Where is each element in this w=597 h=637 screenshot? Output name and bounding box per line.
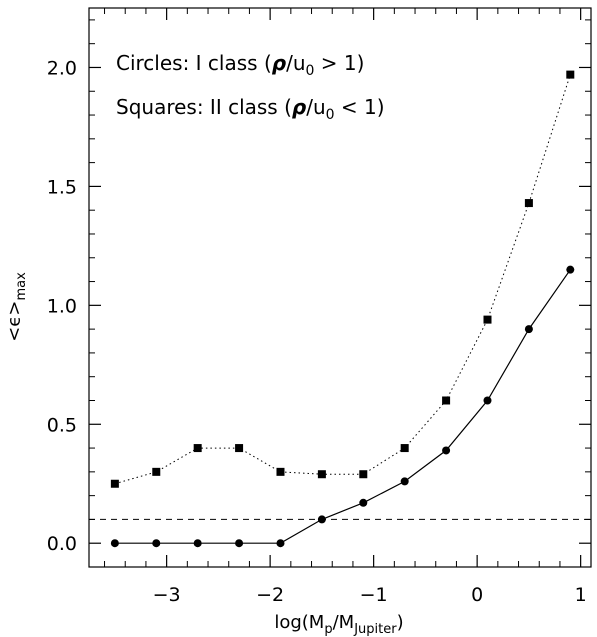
minor-ticks: [89, 8, 591, 568]
annotation-squares: Squares: II class (ρ/u0 < 1): [116, 95, 385, 123]
series-circles-line: [114, 269, 571, 544]
x-axis-label: log(Mp/MJupiter): [274, 612, 403, 637]
circle-point: [442, 446, 451, 455]
square-point: [524, 199, 533, 208]
square-point: [276, 467, 285, 476]
square-point: [110, 479, 119, 488]
square-point: [483, 315, 492, 324]
square-point: [193, 444, 202, 453]
circle-point: [566, 265, 575, 274]
circle-point: [110, 539, 119, 548]
square-point: [317, 470, 326, 479]
y-tick-label: 1.0: [47, 295, 77, 317]
x-tick-label: 0: [471, 584, 483, 606]
circle-point: [359, 498, 368, 507]
circle-point: [483, 396, 492, 405]
square-point: [359, 470, 368, 479]
square-point: [235, 444, 244, 453]
x-tick-label: −3: [153, 584, 181, 606]
square-point: [442, 396, 451, 405]
y-tick-label: 2.0: [47, 57, 77, 79]
square-point: [566, 70, 575, 79]
circle-point: [400, 477, 409, 486]
x-tick-label: 1: [575, 584, 587, 606]
square-point: [152, 467, 161, 476]
y-tick-label: 0.5: [47, 414, 77, 436]
y-tick-labels: 0.0 0.5 1.0 1.5 2.0: [47, 57, 77, 555]
circle-point: [193, 539, 202, 548]
annotation-circles: Circles: I class (ρ/u0 > 1): [116, 51, 364, 79]
plot-frame: [88, 7, 592, 568]
square-point: [400, 444, 409, 453]
circle-point: [235, 539, 244, 548]
series-squares-line: [114, 74, 571, 485]
circle-point: [152, 539, 161, 548]
x-tick-labels: −3 −2 −1 0 1: [153, 584, 587, 606]
circle-point: [524, 325, 533, 334]
y-tick-label: 1.5: [47, 176, 77, 198]
major-ticks: [89, 8, 591, 567]
circle-point: [317, 515, 326, 524]
y-tick-label: 0.0: [47, 533, 77, 555]
markers: [110, 70, 575, 548]
x-tick-label: −1: [360, 584, 388, 606]
y-axis-label: <ϵ>max: [4, 272, 29, 342]
circle-point: [276, 539, 285, 548]
x-tick-label: −2: [256, 584, 284, 606]
